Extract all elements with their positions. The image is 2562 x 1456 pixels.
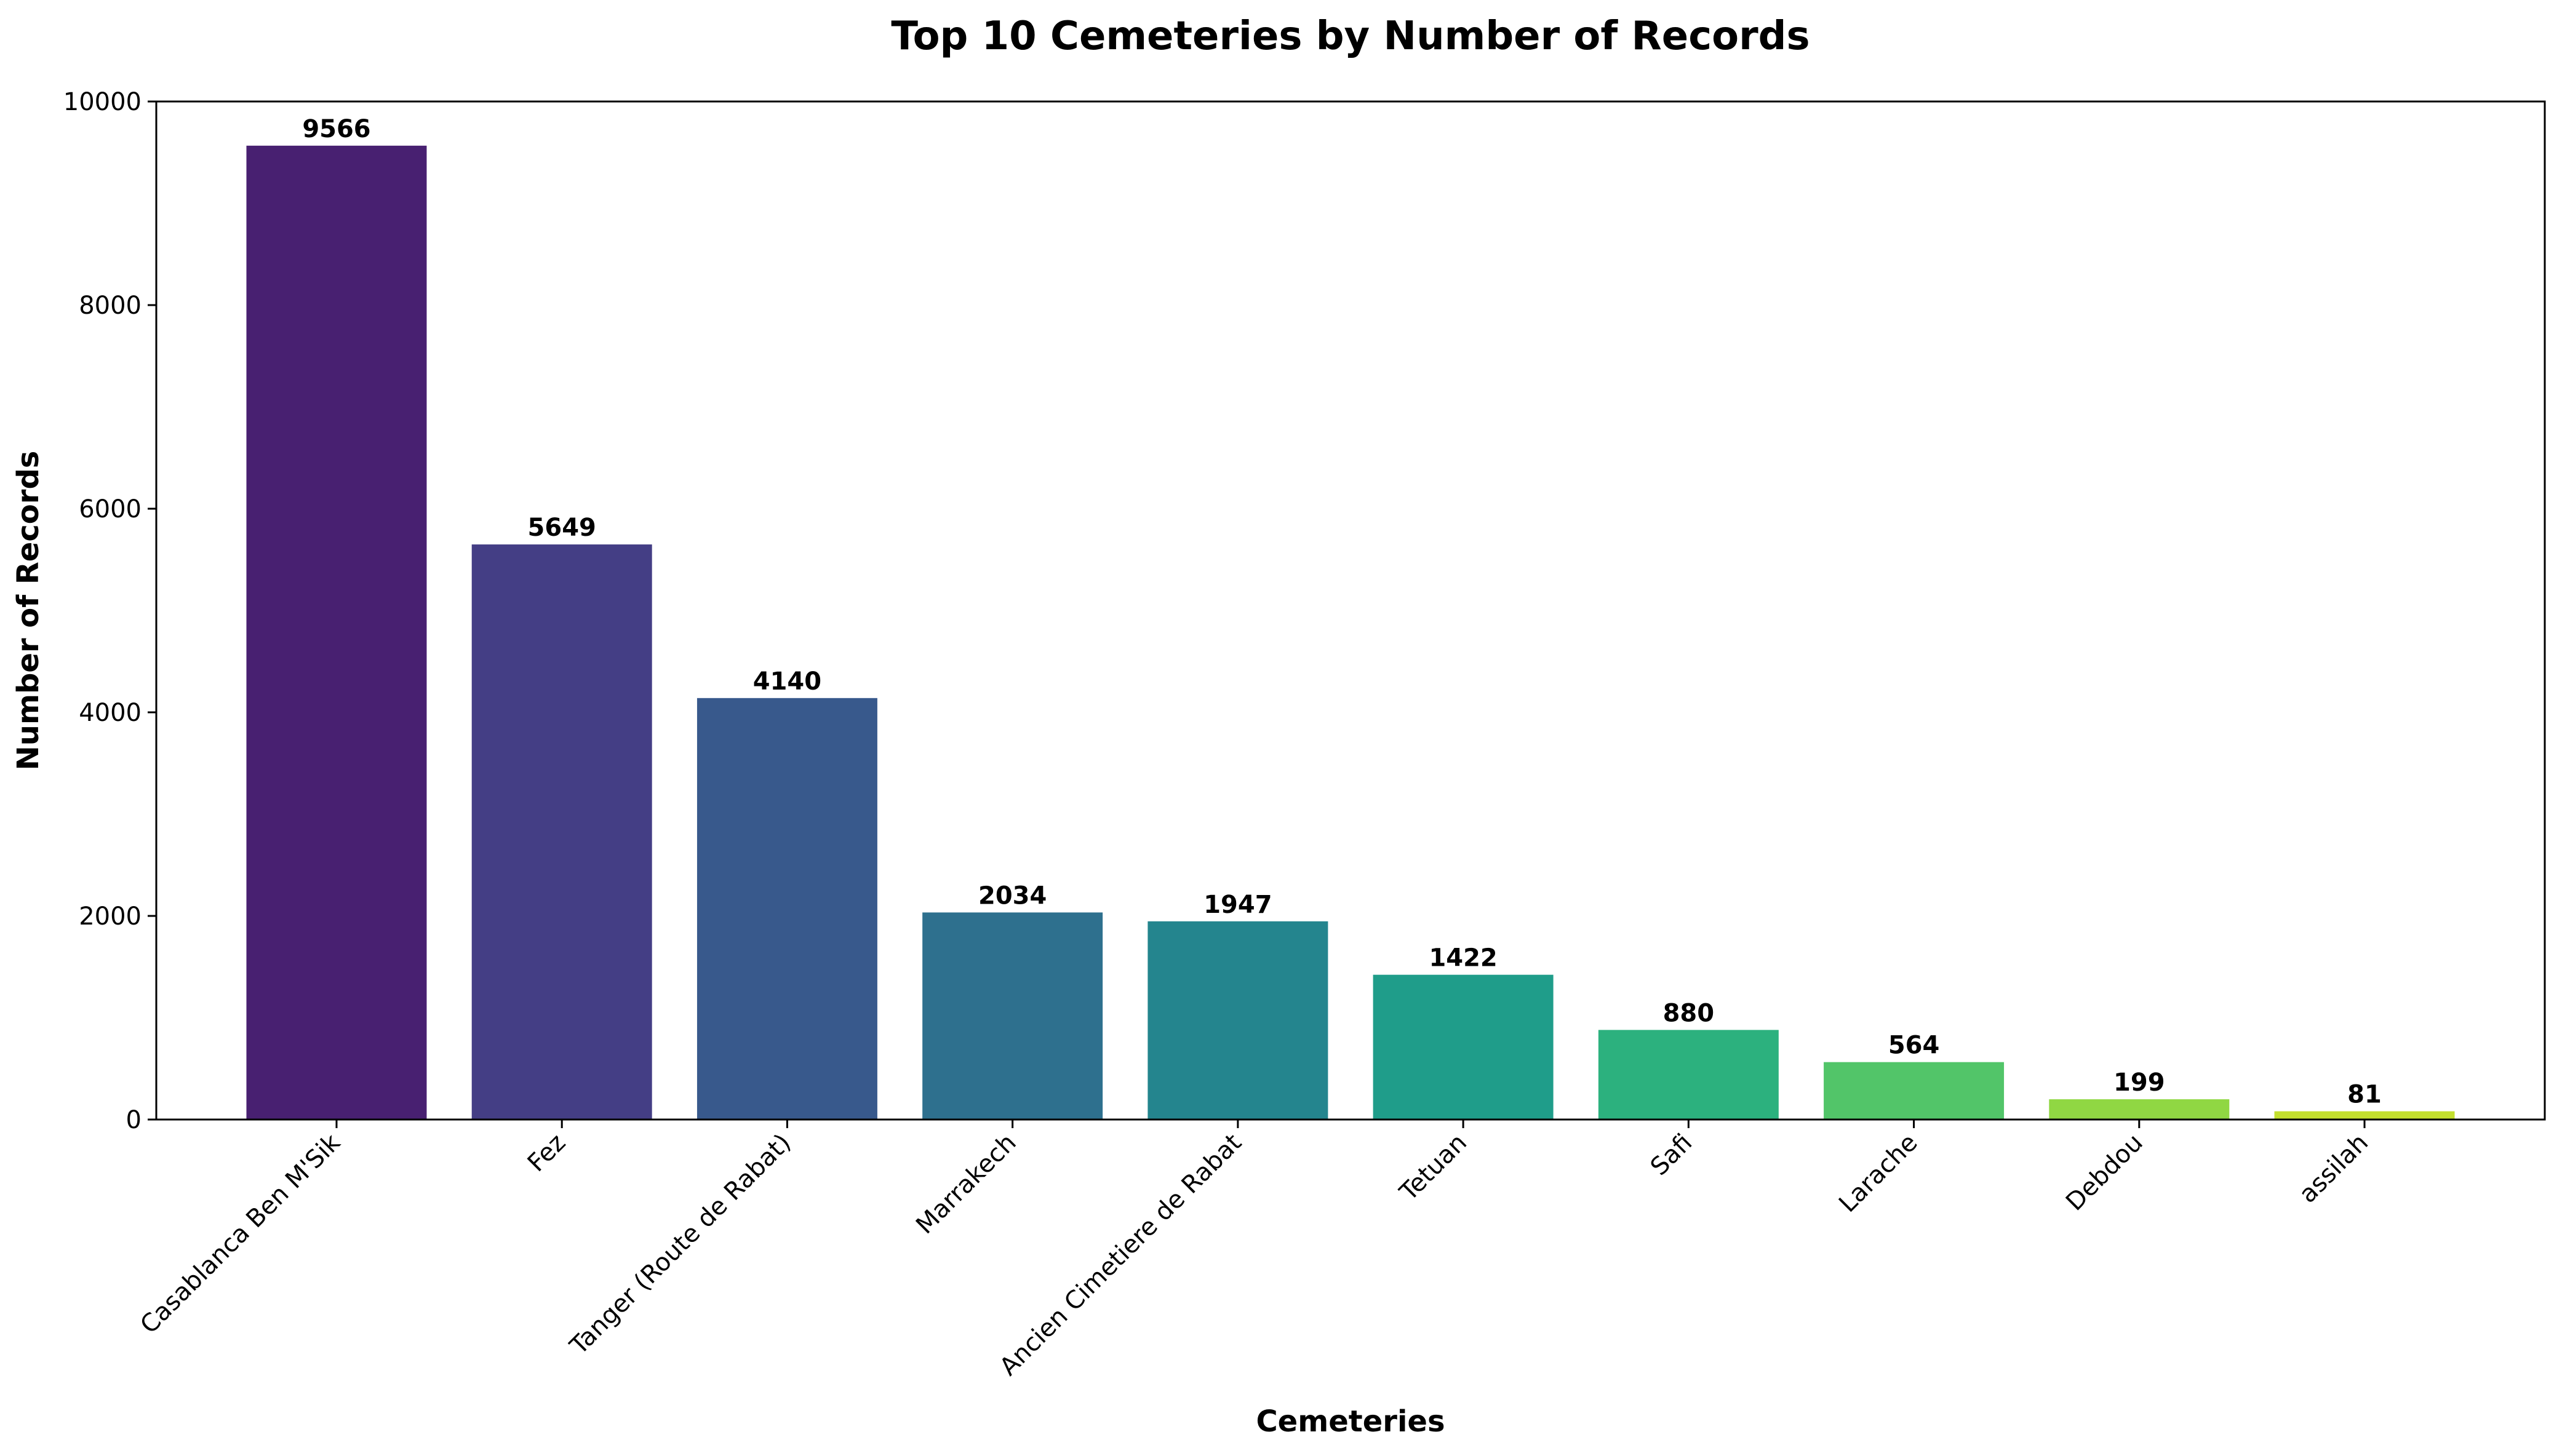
- bar-value-label: 5649: [528, 514, 596, 542]
- x-tick-label: Tetuan: [1394, 1129, 1472, 1207]
- bar-value-label: 1947: [1203, 891, 1272, 919]
- y-tick-label: 4000: [79, 699, 142, 727]
- bar: [471, 544, 652, 1120]
- bar-value-label: 1422: [1429, 944, 1497, 973]
- bar: [696, 698, 877, 1120]
- x-tick-label: Tanger (Route de Rabat): [564, 1129, 796, 1361]
- chart-title: Top 10 Cemeteries by Number of Records: [891, 14, 1810, 59]
- y-tick-label: 8000: [79, 292, 142, 320]
- y-tick-label: 2000: [79, 902, 142, 931]
- bars-group: [246, 145, 2455, 1120]
- bar-value-label: 199: [2113, 1068, 2165, 1097]
- x-tick-label: assilah: [2294, 1129, 2374, 1209]
- x-tick-label: Casablanca Ben M'Sik: [135, 1128, 346, 1339]
- x-tick-label: Larache: [1834, 1129, 1923, 1218]
- x-tick-label: Ancien Cimetiere de Rabat: [994, 1129, 1247, 1382]
- x-tick-label: Fez: [522, 1129, 572, 1178]
- y-axis: 0 2000 4000 6000 8000 10000: [63, 88, 156, 1134]
- y-axis-label: Number of Records: [11, 451, 46, 771]
- bar: [1147, 921, 1328, 1120]
- x-tick-label: Debdou: [2061, 1129, 2149, 1217]
- plot-frame: [155, 100, 2546, 1121]
- x-tick-label: Marrakech: [911, 1129, 1022, 1240]
- bar: [922, 912, 1103, 1120]
- bar: [2049, 1099, 2230, 1120]
- bar: [1598, 1030, 1779, 1120]
- y-tick-label: 10000: [63, 88, 142, 116]
- bar: [1824, 1062, 2005, 1120]
- bar-value-label: 880: [1663, 999, 1715, 1027]
- bar-value-label: 9566: [302, 115, 370, 143]
- y-tick-label: 0: [126, 1106, 142, 1134]
- x-axis-label: Cemeteries: [1256, 1404, 1445, 1439]
- y-tick-label: 6000: [79, 495, 142, 523]
- bar-value-label: 81: [2347, 1081, 2382, 1109]
- bar: [246, 145, 427, 1120]
- bar: [1373, 974, 1554, 1120]
- bar-value-label: 2034: [978, 881, 1047, 910]
- bar-value-label: 564: [1888, 1032, 1940, 1060]
- bar: [2274, 1111, 2455, 1120]
- x-tick-label: Safi: [1645, 1129, 1698, 1182]
- bar-value-label: 4140: [753, 667, 821, 696]
- value-labels-group: 9566 5649 4140 2034 1947 1422 880 564 199 81: [302, 115, 2382, 1109]
